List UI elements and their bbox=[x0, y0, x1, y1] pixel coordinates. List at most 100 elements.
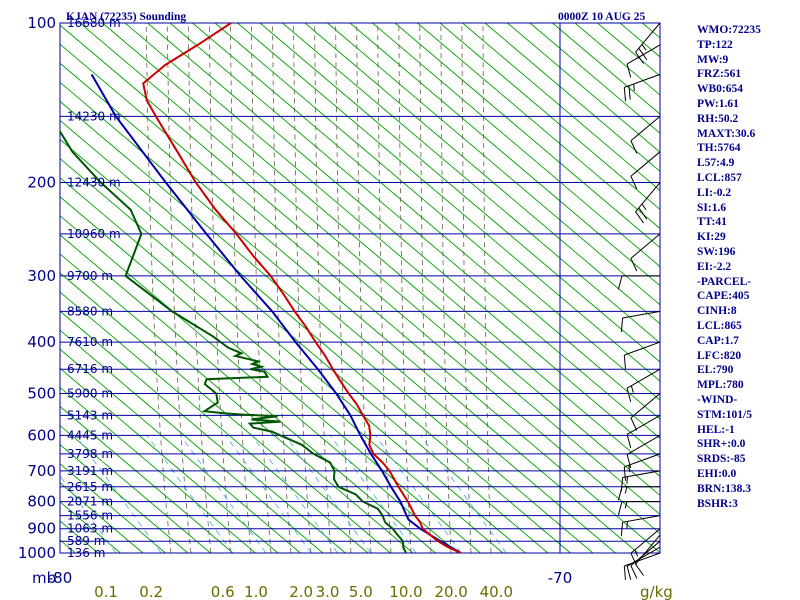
chart-title: KJAN (72235) Sounding bbox=[66, 11, 186, 23]
wind-barb bbox=[635, 22, 661, 64]
dry-adiabat bbox=[60, 196, 481, 553]
mixing-ratio-label: 5.0 bbox=[349, 583, 373, 600]
mixing-ratio-label: 0.1 bbox=[94, 583, 118, 600]
wind-barb bbox=[630, 393, 661, 431]
wind-barb-feather bbox=[630, 565, 638, 579]
index-value: MPL:780 bbox=[697, 379, 744, 392]
dry-adiabat bbox=[169, 23, 660, 439]
index-value: MW:9 bbox=[697, 53, 729, 66]
dry-adiabat bbox=[327, 23, 660, 306]
dry-adiabat bbox=[60, 43, 660, 553]
wind-barb-feather bbox=[626, 566, 632, 580]
index-value: FRZ:561 bbox=[697, 68, 742, 81]
index-value: TP:122 bbox=[697, 38, 733, 51]
pressure-unit-label: mb bbox=[32, 569, 56, 587]
mixing-ratio-unit: g/kg bbox=[640, 583, 673, 600]
index-value: MAXT:30.6 bbox=[697, 127, 756, 140]
wind-barb-feather bbox=[617, 501, 623, 516]
wind-barb-feather bbox=[641, 44, 647, 51]
temperature-line bbox=[142, 23, 462, 553]
mixing-ratio-line bbox=[251, 435, 338, 553]
parcel-line bbox=[90, 73, 462, 553]
index-value: HEL:-1 bbox=[697, 423, 735, 436]
dry-adiabat bbox=[60, 386, 256, 553]
index-value: WMO:72235 bbox=[697, 24, 761, 36]
index-value: LCL:865 bbox=[697, 319, 742, 332]
height-label: 10960 m bbox=[67, 227, 121, 241]
wind-barb bbox=[620, 310, 661, 332]
dry-adiabat bbox=[60, 405, 234, 553]
wind-barb-feather bbox=[626, 63, 632, 78]
wind-barb bbox=[635, 534, 661, 576]
wind-barb-staff bbox=[622, 470, 661, 478]
dry-adiabat bbox=[60, 272, 391, 553]
wind-barb bbox=[626, 368, 661, 402]
dry-adiabat bbox=[124, 23, 660, 477]
height-label: 16680 m bbox=[67, 16, 121, 30]
wind-barbs bbox=[617, 22, 661, 580]
wind-barb-feather bbox=[620, 477, 624, 492]
wind-barb-feather bbox=[624, 501, 628, 509]
wind-barb-feather bbox=[624, 486, 628, 494]
pressure-label: 500 bbox=[27, 384, 56, 402]
pressure-label: 200 bbox=[27, 174, 56, 192]
mixing-ratio-line bbox=[180, 435, 267, 553]
pressure-label: 300 bbox=[27, 267, 56, 285]
wind-barb bbox=[630, 115, 661, 154]
index-value: SRDS:-85 bbox=[697, 453, 746, 466]
wind-barb bbox=[620, 470, 661, 492]
dry-adiabat bbox=[60, 291, 369, 553]
dry-adiabat bbox=[60, 158, 526, 553]
dry-adiabat bbox=[417, 23, 660, 230]
wind-barb-feather bbox=[635, 563, 645, 576]
dry-adiabat bbox=[60, 348, 301, 553]
mixing-ratio-line bbox=[420, 435, 507, 553]
index-value: CINH:8 bbox=[697, 305, 737, 318]
wind-barb bbox=[623, 73, 661, 102]
dry-adiabat bbox=[372, 23, 660, 268]
dry-adiabat bbox=[304, 23, 660, 325]
wind-barb-staff bbox=[626, 414, 661, 435]
grid bbox=[59, 22, 661, 554]
mixing-ratio-line bbox=[375, 435, 462, 553]
dry-adiabat bbox=[0, 23, 30, 553]
mixing-ratio-label: 40.0 bbox=[480, 583, 513, 600]
wind-barb-feather bbox=[628, 85, 631, 100]
wind-barb-staff bbox=[624, 73, 661, 88]
wind-barb-staff bbox=[635, 22, 661, 53]
wind-barb-staff bbox=[626, 546, 661, 567]
wind-barb-feather bbox=[630, 258, 638, 272]
index-value: LI:-0.2 bbox=[697, 186, 732, 199]
height-label: 12430 m bbox=[67, 176, 121, 190]
dry-adiabat bbox=[60, 463, 166, 553]
mixing-ratio-label: 3.0 bbox=[316, 583, 340, 600]
mixing-ratio-label: 0.6 bbox=[211, 583, 235, 600]
height-label: 3191 m bbox=[67, 464, 113, 478]
index-value: LFC:820 bbox=[697, 349, 742, 362]
height-label: 8580 m bbox=[67, 304, 113, 318]
temp-label: -70 bbox=[548, 569, 573, 587]
wind-barb bbox=[617, 501, 660, 516]
wind-barb-feather bbox=[626, 434, 632, 449]
index-value: CAP:1.7 bbox=[697, 334, 739, 347]
profiles bbox=[60, 23, 462, 553]
height-label: 5143 m bbox=[67, 408, 113, 422]
dry-adiabat bbox=[60, 81, 616, 553]
wind-barb-feather bbox=[623, 466, 627, 481]
wind-barb-feather bbox=[623, 87, 627, 102]
wind-barb-feather bbox=[635, 211, 645, 224]
index-value: PW:1.61 bbox=[697, 97, 739, 110]
wind-barb-feather bbox=[630, 417, 638, 431]
mixing-ratio-label: 10.0 bbox=[389, 583, 422, 600]
height-label: 14230 m bbox=[67, 109, 121, 123]
wind-barb-staff bbox=[635, 182, 661, 212]
dry-adiabat bbox=[60, 329, 324, 553]
height-label: 5900 m bbox=[67, 386, 113, 400]
dry-adiabat bbox=[462, 23, 660, 191]
height-label: 2071 m bbox=[67, 495, 113, 509]
dry-adiabat bbox=[282, 23, 660, 344]
height-label: 9700 m bbox=[67, 269, 113, 283]
wind-barb-feather bbox=[620, 317, 624, 332]
pressure-label: 800 bbox=[27, 493, 56, 511]
